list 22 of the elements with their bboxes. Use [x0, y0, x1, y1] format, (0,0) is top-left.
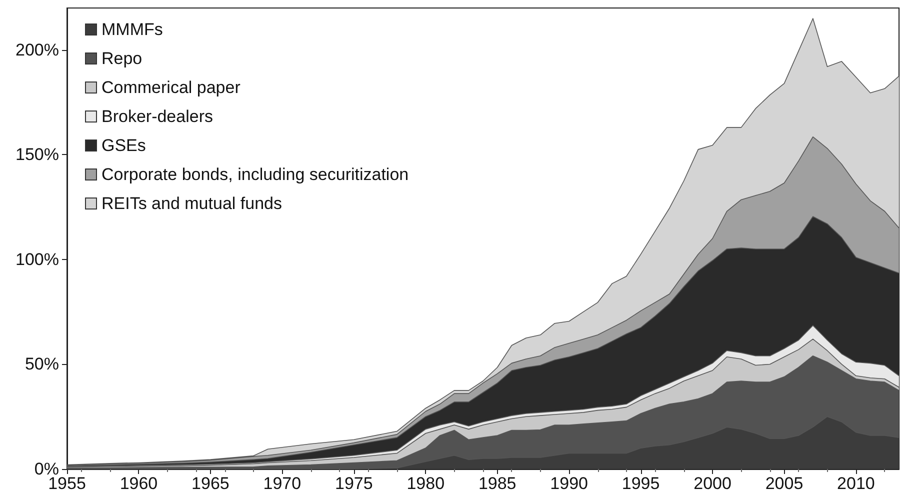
y-tick-label: 150%	[16, 145, 59, 164]
x-tick-label: 1960	[120, 474, 158, 493]
x-tick-label: 2005	[765, 474, 804, 493]
x-tick-label: 1980	[406, 474, 445, 493]
legend-label: Repo	[102, 49, 142, 68]
x-tick-label: 1965	[192, 474, 230, 493]
legend-label: Broker-dealers	[102, 107, 213, 126]
y-tick-label: 200%	[16, 40, 59, 60]
x-tick-label: 1990	[550, 474, 588, 493]
legend-label: Commerical paper	[102, 78, 241, 97]
legend-label: MMMFs	[102, 20, 163, 39]
x-tick-label: 1985	[478, 474, 516, 493]
x-tick-label: 2000	[694, 474, 732, 493]
x-tick-label: 2010	[837, 474, 875, 493]
y-tick-label: 100%	[16, 250, 59, 269]
legend-label: Corporate bonds, including securitization	[102, 165, 409, 184]
y-tick-label: 50%	[24, 354, 59, 374]
x-tick-label: 1970	[263, 474, 302, 493]
x-tick-label: 1975	[334, 474, 373, 493]
x-tick-label: 1995	[622, 474, 660, 493]
legend-label: REITs and mutual funds	[102, 194, 282, 213]
legend-label: GSEs	[102, 136, 146, 155]
